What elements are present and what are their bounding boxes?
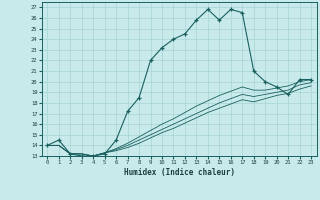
X-axis label: Humidex (Indice chaleur): Humidex (Indice chaleur): [124, 168, 235, 177]
